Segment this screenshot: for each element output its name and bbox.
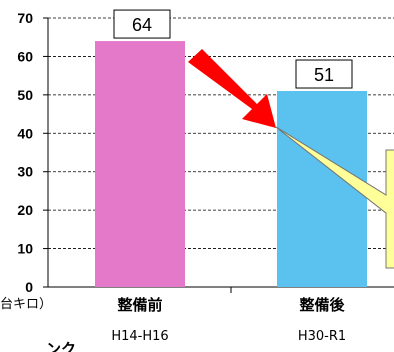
y-tick-label-0: 0 xyxy=(25,279,33,295)
y-tick-label-4: 40 xyxy=(17,125,33,141)
y-tick-label-2: 20 xyxy=(17,202,33,218)
y-axis-ticks: 0 10 20 30 40 50 60 70 xyxy=(17,10,232,295)
y-tick-label-1: 10 xyxy=(17,241,33,257)
trend-arrow-icon xyxy=(188,49,276,128)
category-sublabel-0: H14-H16 xyxy=(111,329,168,344)
y-tick-label-6: 60 xyxy=(17,48,33,64)
bottom-text-fragment: ンク xyxy=(46,340,76,352)
bars xyxy=(95,41,367,287)
data-label-box-1 xyxy=(295,59,353,89)
bar-0 xyxy=(95,41,185,287)
data-label-box-0 xyxy=(113,9,171,39)
category-label-1: 整備後 xyxy=(299,296,345,314)
category-sublabel-1: H30-R1 xyxy=(298,329,346,344)
bar-1 xyxy=(277,91,367,287)
callout-bubble-body xyxy=(275,126,394,269)
y-unit-label: 台キロ） xyxy=(0,297,52,312)
y-tick-label-5: 50 xyxy=(17,87,33,103)
data-label-1: 51 xyxy=(314,65,334,85)
data-label-0: 64 xyxy=(132,15,152,35)
data-labels: 64 51 xyxy=(113,9,353,89)
category-label-0: 整備前 xyxy=(117,296,162,314)
y-tick-label-7: 70 xyxy=(17,10,33,26)
y-tick-label-3: 30 xyxy=(17,164,33,180)
